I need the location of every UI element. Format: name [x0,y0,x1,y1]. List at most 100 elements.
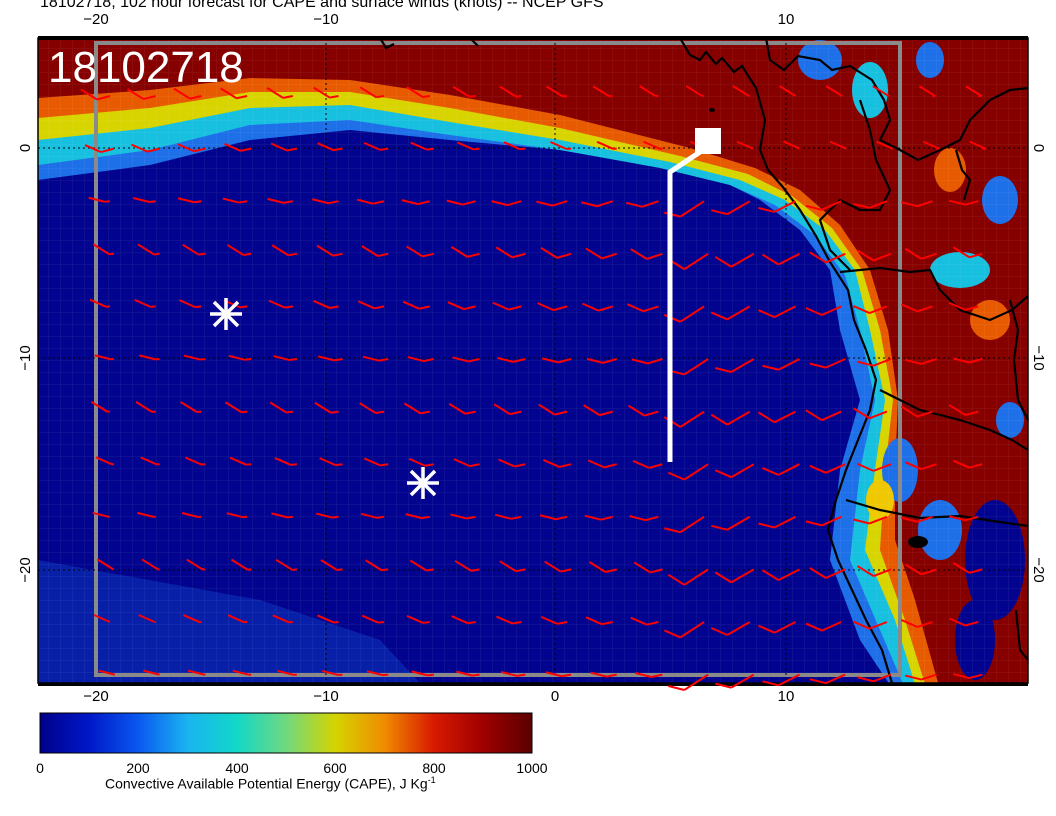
wind-barb-flag [228,354,246,361]
wind-barb [917,515,933,523]
wind-barb-flag [876,140,894,150]
wind-barb [189,95,202,100]
wind-barb-flag [183,614,200,623]
wind-barb-flag [89,298,107,308]
wind-barb [778,673,800,687]
wind-barb [381,568,389,572]
wind-barb-flag [545,671,563,678]
wind-barb-flag [582,302,599,312]
wind-barb [969,463,983,469]
wind-barb [873,463,892,472]
wind-barb-flag [90,400,108,413]
wind-barb-flag [173,87,191,100]
wind-barb-flag [757,411,775,424]
wind-barb [332,252,343,257]
wind-barb [333,147,343,152]
wind-barb [238,200,248,204]
wind-barb-flag [222,197,240,204]
wind-barb [380,147,389,151]
wind-barb-flag [317,614,334,624]
wind-barb [643,305,659,313]
x-tick-bottom: 10 [778,688,795,705]
colorbar-tick: 200 [126,760,150,776]
wind-barb [917,410,933,418]
wind-barb [519,147,526,151]
wind-barb-flag [541,357,559,364]
wind-barb-flag [856,565,875,577]
y-tick-left: 0 [17,144,34,152]
wind-barb-flag [141,558,159,571]
wind-barb [600,515,613,521]
wind-barb [683,463,709,481]
wind-barb [969,252,983,259]
wind-barb-flag [403,402,421,415]
wind-barb-flag [900,405,918,418]
wind-barb-flag [629,515,646,522]
wind-barb-flag [317,142,335,152]
wind-barb [554,410,568,416]
wind-barb [509,410,522,416]
wind-barb-flag [273,355,290,362]
wind-barb-flag [318,355,335,362]
wind-barb [149,200,156,203]
wind-barb [376,515,385,519]
wind-barb [239,305,248,309]
wind-barb [965,410,979,417]
wind-barb-flag [711,209,728,216]
wind-barb [821,410,842,422]
wind-barb [376,95,385,99]
wind-barb-flag [539,514,557,521]
wind-barb [507,200,522,207]
wind-barb [679,410,705,428]
wind-barb [375,410,385,415]
wind-barb [552,200,568,207]
wind-barb-flag [714,571,732,584]
wind-barb-flag [685,85,703,97]
wind-barb-flag [406,86,424,98]
wind-barb [774,200,796,213]
y-tick-right: −20 [1030,557,1047,582]
wind-barb-flag [177,143,195,153]
wind-barb [193,147,206,153]
wind-barb-flag [269,401,287,414]
wind-barb-flag [825,85,843,97]
wind-barb-flag [140,456,158,466]
wind-barb-flag [585,616,603,626]
wind-barb-flag [88,196,105,203]
wind-barb [965,305,979,311]
wind-barb [821,515,842,527]
asterisk-marker-1 [210,298,242,330]
wind-barb [645,515,659,522]
asterisk-marker-2 [407,467,439,499]
wind-barb [470,568,480,572]
wind-barb [917,200,933,208]
wind-barb-flag [410,141,428,151]
wind-barb [825,673,846,685]
wind-barb [917,305,933,313]
wind-barb [426,568,435,572]
wind-barb-flag [182,243,200,256]
wind-barb [726,410,751,426]
wind-barb-flag [365,559,383,572]
wind-barb [427,673,435,677]
wind-barb-flag [131,143,148,153]
wind-barb-flag [95,456,113,466]
wind-barb-flag [232,669,250,676]
wind-barb-flag [363,141,381,151]
wind-barb-flag [585,247,603,260]
wind-barb [466,515,476,520]
wind-barb-flag [953,357,970,364]
wind-barb [730,358,755,373]
wind-barb-flag [633,561,651,574]
wind-barb [821,200,842,211]
wind-barb-flag [711,524,728,531]
x-axis-bottom: −20 −10 0 10 [83,688,794,705]
date-stamp: 18102718 [48,43,244,92]
wind-barb-flag [126,88,145,100]
x-tick-top: −10 [313,11,338,28]
wind-barb [778,358,800,371]
wind-barb [969,673,983,680]
wind-barb [282,95,293,99]
wind-barb-flag [450,246,468,258]
